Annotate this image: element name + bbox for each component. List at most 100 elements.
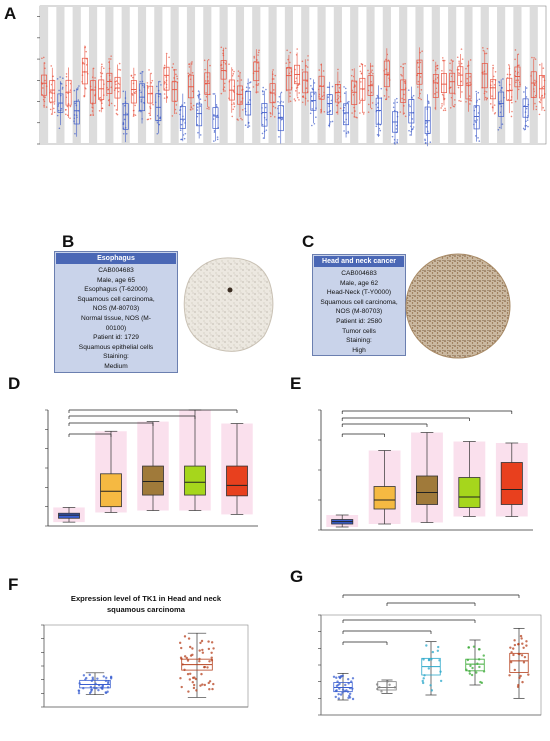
- data-point: [512, 653, 515, 657]
- panel-a-box: [49, 80, 56, 103]
- panel-label-b: B: [62, 232, 75, 251]
- panel-a-point: [285, 62, 288, 64]
- panel-a-point: [403, 98, 406, 101]
- panel-a-point: [444, 109, 447, 112]
- panel-a-point: [307, 59, 309, 61]
- panel-a-point: [411, 118, 414, 120]
- panel-a-box: [277, 105, 284, 132]
- box: [500, 462, 523, 505]
- panel-a-point: [542, 106, 544, 109]
- panel-a-point: [523, 91, 525, 93]
- panel-a-point: [264, 106, 267, 109]
- panel-a-point: [199, 105, 202, 107]
- panel-a-box: [449, 72, 456, 94]
- data-point: [180, 685, 183, 689]
- panel-a-point: [498, 84, 501, 87]
- panel-a-point: [417, 61, 419, 64]
- panel-a-point: [256, 61, 259, 64]
- panel-a-point: [449, 62, 451, 65]
- data-point: [337, 683, 340, 687]
- panel-a-point: [223, 82, 226, 85]
- panel-a-point: [215, 105, 218, 108]
- panel-a-point: [337, 68, 339, 71]
- data-point: [179, 677, 182, 680]
- panel-a-point: [180, 138, 182, 141]
- data-point: [202, 665, 206, 669]
- panel-a-point: [196, 109, 199, 111]
- data-point: [465, 668, 468, 671]
- panel-a-point: [493, 104, 496, 106]
- panel-a-point: [289, 95, 291, 98]
- data-point: [210, 651, 213, 655]
- data-point: [207, 647, 211, 651]
- panel-a-point: [533, 57, 535, 59]
- panel-a-point: [458, 60, 460, 63]
- data-point: [90, 688, 93, 691]
- panel-a-point: [511, 101, 513, 104]
- panel-a-point: [207, 80, 210, 82]
- panel-a-point: [320, 108, 322, 111]
- data-point: [439, 679, 443, 683]
- panel-a-point: [454, 103, 456, 106]
- panel-a-point: [115, 109, 118, 111]
- panel-a-point: [457, 86, 460, 89]
- panel-a-point: [360, 81, 362, 83]
- panel-a-point: [258, 49, 260, 52]
- panel-a-point: [146, 82, 149, 84]
- data-point: [192, 683, 196, 687]
- panel-a-point: [248, 125, 251, 127]
- panel-a-point: [460, 80, 463, 83]
- data-point: [183, 668, 186, 672]
- panel-a-point: [309, 77, 312, 80]
- panel-a-point: [49, 90, 52, 93]
- panel-a-point: [44, 96, 46, 99]
- panel-a-point: [466, 82, 469, 84]
- panel-a-point: [453, 99, 456, 101]
- data-point: [517, 643, 520, 646]
- panel-a-point: [338, 81, 341, 83]
- panel-a-point: [441, 93, 444, 96]
- panel-a-point: [151, 79, 154, 82]
- panel-a-point: [272, 89, 275, 91]
- panel-a-point: [371, 102, 374, 104]
- panel-a-point: [61, 88, 64, 90]
- data-point: [468, 672, 472, 675]
- panel-a-point: [514, 100, 517, 103]
- data-point: [476, 662, 479, 665]
- data-point: [106, 681, 110, 685]
- panel-a-point: [486, 47, 489, 50]
- data-point: [425, 644, 428, 647]
- data-point: [201, 683, 204, 686]
- panel-a-point: [436, 91, 438, 94]
- panel-a-box: [41, 74, 48, 96]
- panel-a-box: [351, 80, 358, 105]
- panel-a-point: [477, 137, 479, 139]
- panel-a-point: [119, 69, 122, 71]
- panel-a-point: [305, 65, 307, 67]
- panel-a-point: [485, 52, 488, 55]
- panel-a-point: [213, 93, 216, 95]
- panel-a-point: [458, 72, 461, 75]
- data-point: [348, 686, 352, 690]
- box: [415, 475, 438, 505]
- panel-a-point: [501, 123, 504, 125]
- data-point: [482, 654, 485, 657]
- data-point: [430, 689, 434, 692]
- info-line: Staining:: [103, 353, 129, 361]
- panel-a-point: [509, 73, 512, 76]
- panel-a-point: [387, 72, 389, 74]
- panel-a-point: [293, 98, 296, 100]
- panel-a-point: [403, 112, 406, 115]
- panel-a-point: [183, 102, 186, 104]
- panel-a-point: [134, 92, 136, 95]
- panel-a-point: [256, 59, 258, 61]
- esophagus-info-box: Esophagus CAB004683 Male, age 65 Esophagus…: [54, 251, 178, 373]
- panel-a-point: [359, 112, 361, 114]
- data-point: [471, 666, 474, 670]
- data-point: [393, 686, 397, 689]
- panel-a-point: [396, 142, 398, 144]
- panel-a-point: [517, 79, 520, 81]
- data-point: [77, 689, 80, 692]
- data-point: [520, 654, 524, 657]
- panel-a-point: [361, 63, 364, 66]
